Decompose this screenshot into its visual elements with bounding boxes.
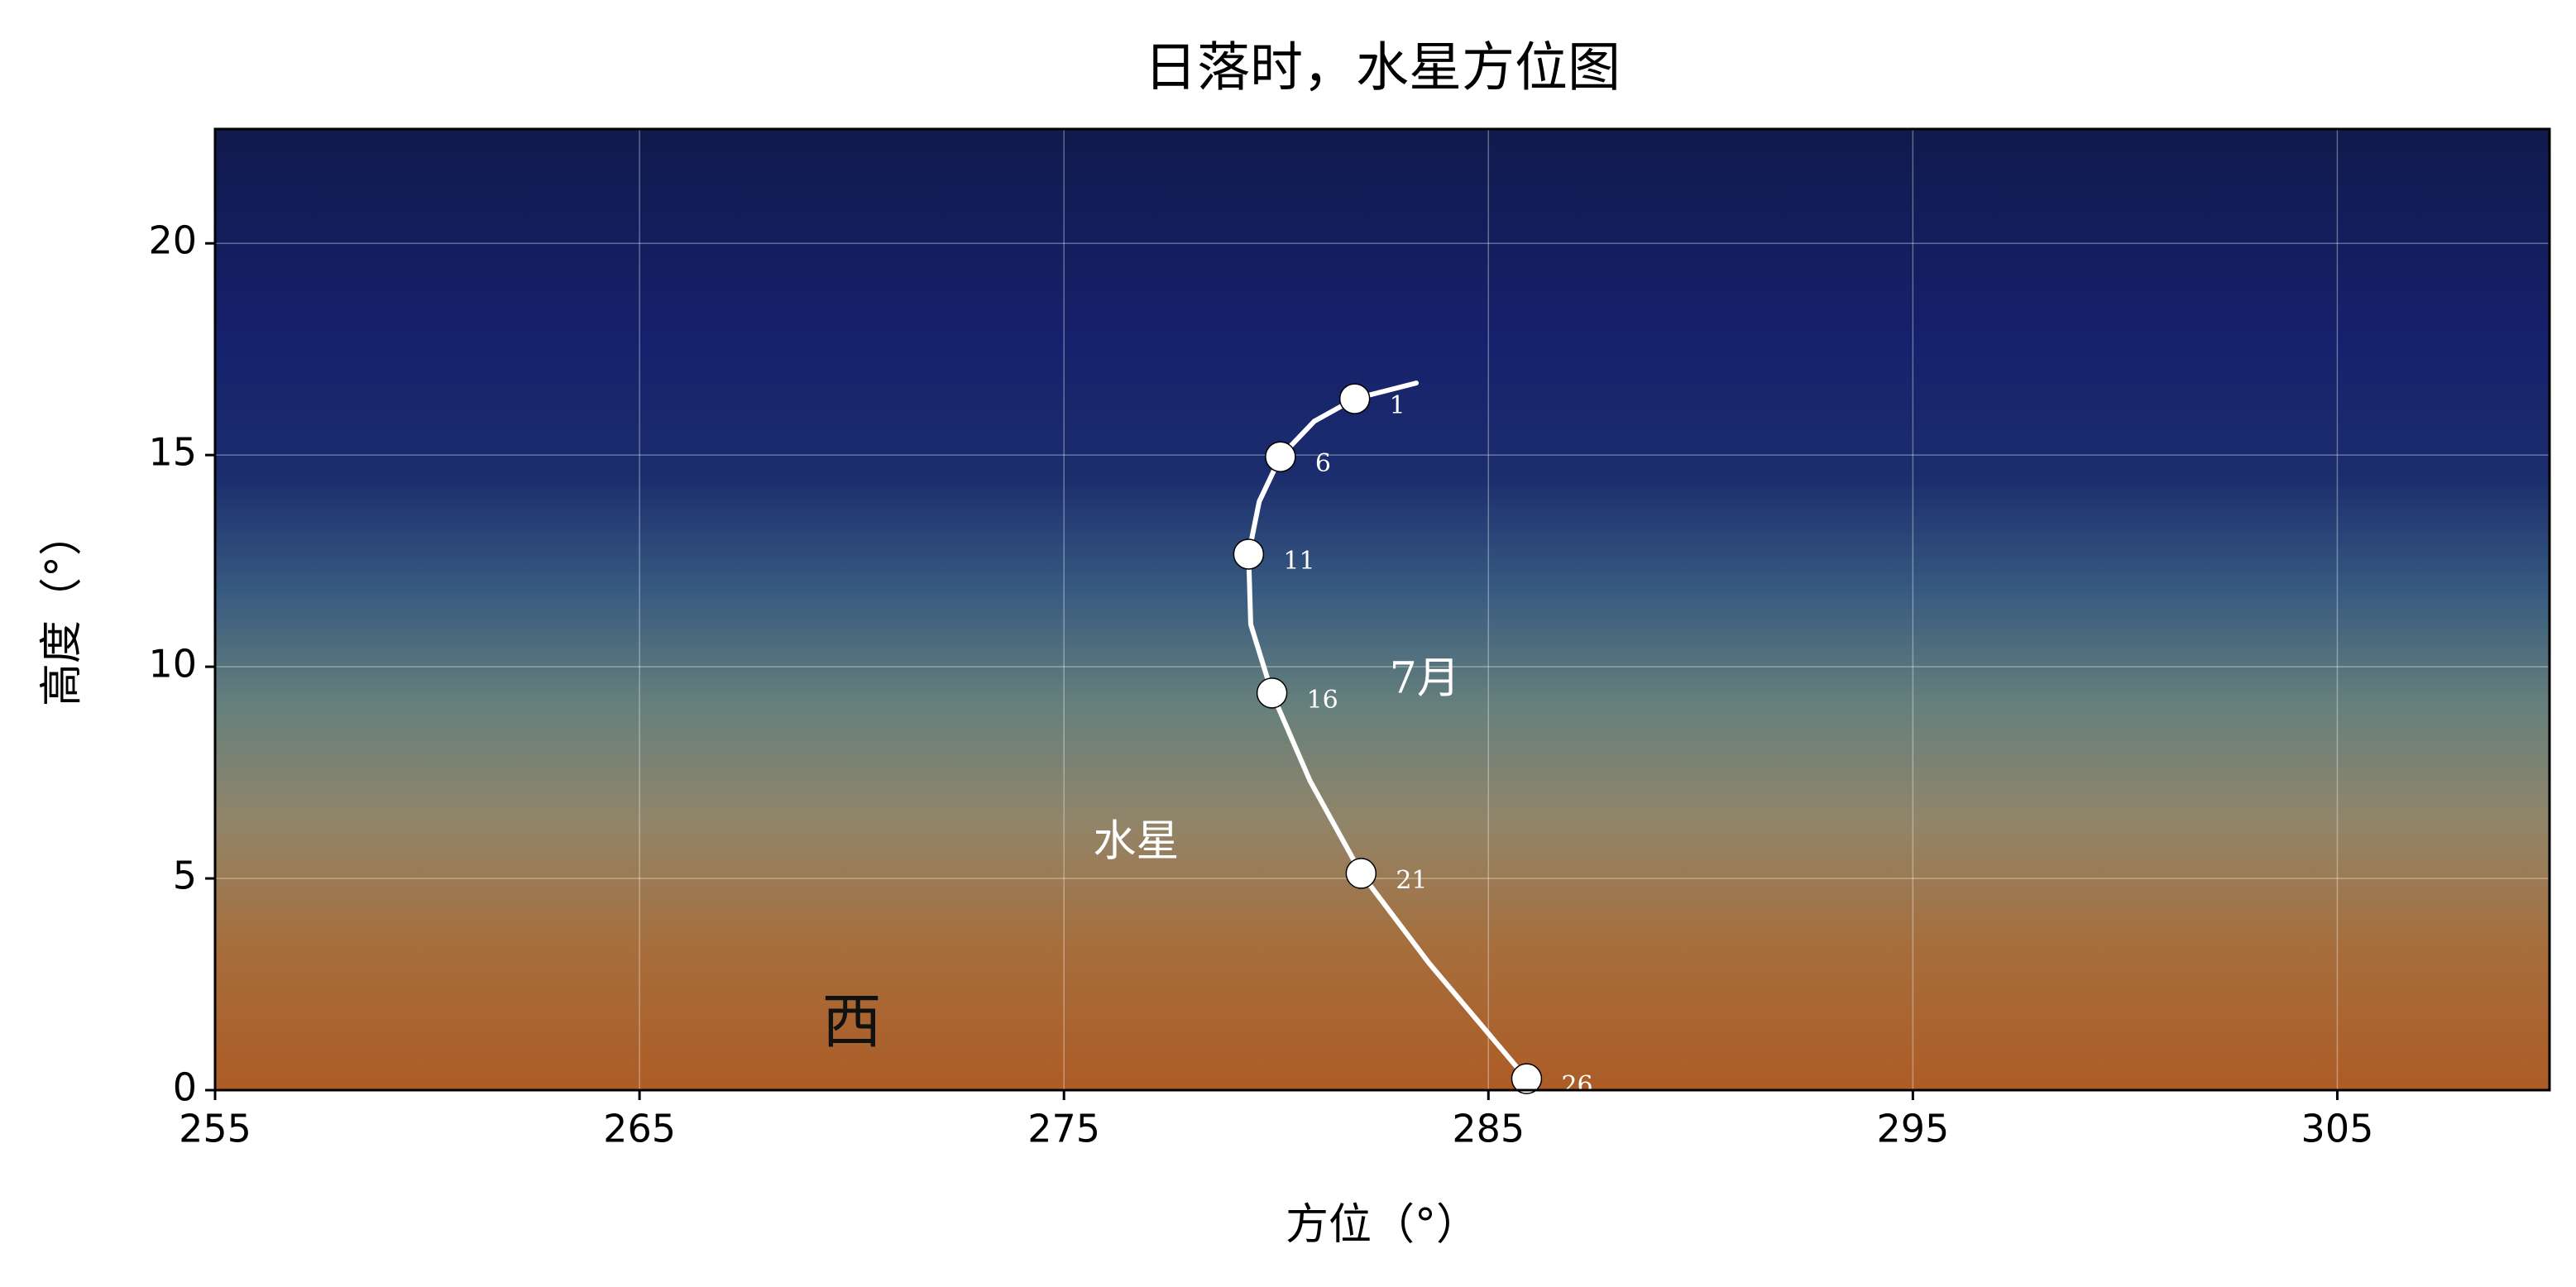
x-tick-label: 255 xyxy=(179,1107,251,1151)
y-tick-label: 5 xyxy=(173,854,197,898)
date-label: 26 xyxy=(1561,1071,1592,1100)
annotation: 7月 xyxy=(1390,654,1460,704)
date-marker xyxy=(1233,538,1265,570)
y-tick-label: 10 xyxy=(148,642,197,687)
x-tick-label: 295 xyxy=(1876,1107,1949,1151)
track-line xyxy=(1246,380,1530,1082)
y-tick-label: 20 xyxy=(148,218,197,263)
y-axis-label: 高度（°） xyxy=(37,513,87,706)
y-tick-label: 0 xyxy=(173,1065,197,1110)
date-label: 11 xyxy=(1283,547,1314,576)
y-tick-label: 15 xyxy=(148,430,197,475)
date-marker xyxy=(1345,858,1377,889)
plot-frame xyxy=(213,127,2551,1092)
x-tick-label: 275 xyxy=(1027,1107,1100,1151)
annotation: 水星 xyxy=(1093,817,1179,867)
date-label: 1 xyxy=(1390,391,1405,420)
chart-title: 日落时，水星方位图 xyxy=(1144,38,1621,99)
date-marker xyxy=(1265,441,1296,472)
x-tick-label: 285 xyxy=(1452,1107,1525,1151)
x-tick-label: 265 xyxy=(603,1107,676,1151)
x-axis-label: 方位（°） xyxy=(1286,1200,1479,1250)
date-marker xyxy=(1256,677,1288,709)
date-label: 6 xyxy=(1315,449,1331,478)
date-label: 21 xyxy=(1396,866,1427,895)
annotation: 西 xyxy=(822,987,882,1056)
date-label: 16 xyxy=(1307,686,1338,715)
plot-background xyxy=(215,129,2550,1090)
date-marker xyxy=(1338,383,1371,414)
date-marker xyxy=(1511,1063,1543,1094)
x-tick-label: 305 xyxy=(2301,1107,2374,1151)
